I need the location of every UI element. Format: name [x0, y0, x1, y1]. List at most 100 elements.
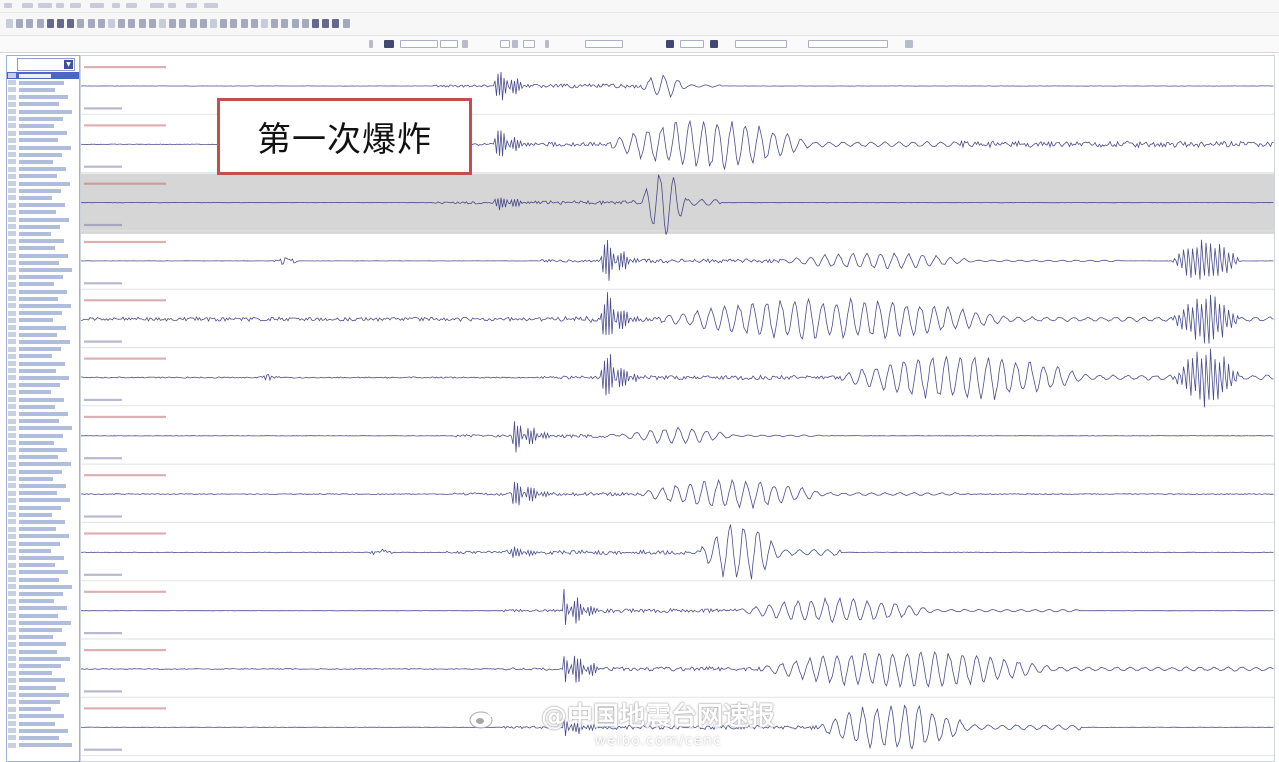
station-list-item[interactable]: [7, 122, 79, 129]
station-list-item[interactable]: [7, 612, 79, 619]
menu-item[interactable]: [56, 3, 64, 8]
station-list-item[interactable]: [7, 698, 79, 705]
menu-item[interactable]: [204, 3, 218, 8]
toolbar-button[interactable]: [332, 19, 340, 28]
toolbar-button[interactable]: [322, 19, 330, 28]
toolbar-button[interactable]: [271, 19, 279, 28]
toolbar-field[interactable]: [585, 40, 623, 48]
station-list-item[interactable]: [7, 216, 79, 223]
menu-item[interactable]: [112, 3, 120, 8]
menu-item[interactable]: [4, 3, 12, 8]
toolbar-button[interactable]: [210, 19, 217, 28]
toolbar-button[interactable]: [291, 19, 299, 28]
station-list-item[interactable]: [7, 72, 79, 80]
station-list-item[interactable]: [7, 209, 79, 216]
station-list-item[interactable]: [7, 281, 79, 288]
station-list-item[interactable]: [7, 418, 79, 425]
toolbar-button[interactable]: [67, 19, 75, 28]
station-list-item[interactable]: [7, 230, 79, 237]
station-list-item[interactable]: [7, 461, 79, 468]
station-list-item[interactable]: [7, 288, 79, 295]
station-list-item[interactable]: [7, 684, 79, 691]
toolbar-button[interactable]: [384, 40, 394, 48]
station-list-item[interactable]: [7, 310, 79, 317]
station-list-item[interactable]: [7, 727, 79, 734]
toolbar-button[interactable]: [87, 19, 95, 28]
station-list-item[interactable]: [7, 526, 79, 533]
station-list-item[interactable]: [7, 86, 79, 93]
station-list-item[interactable]: [7, 598, 79, 605]
toolbar-field[interactable]: [735, 40, 787, 48]
station-list-item[interactable]: [7, 360, 79, 367]
toolbar-button[interactable]: [261, 19, 268, 28]
station-list-item[interactable]: [7, 742, 79, 749]
station-list-item[interactable]: [7, 101, 79, 108]
station-list-item[interactable]: [7, 446, 79, 453]
station-list-item[interactable]: [7, 569, 79, 576]
toolbar-button[interactable]: [250, 19, 258, 28]
toolbar-button[interactable]: [462, 40, 468, 48]
station-list-item[interactable]: [7, 137, 79, 144]
station-list-item[interactable]: [7, 432, 79, 439]
station-list-item[interactable]: [7, 187, 79, 194]
station-list-item[interactable]: [7, 245, 79, 252]
station-list-item[interactable]: [7, 295, 79, 302]
station-list-item[interactable]: [7, 554, 79, 561]
station-list-item[interactable]: [7, 324, 79, 331]
toolbar-button[interactable]: [230, 19, 238, 28]
station-list-item[interactable]: [7, 547, 79, 554]
station-list-item[interactable]: [7, 734, 79, 741]
toolbar-button[interactable]: [312, 19, 319, 28]
station-list-item[interactable]: [7, 590, 79, 597]
toolbar-button[interactable]: [905, 40, 913, 48]
station-list-item[interactable]: [7, 497, 79, 504]
station-filter-dropdown[interactable]: ▼: [17, 58, 75, 71]
menu-item[interactable]: [38, 3, 52, 8]
station-list-item[interactable]: [7, 634, 79, 641]
station-list-item[interactable]: [7, 396, 79, 403]
toolbar-field[interactable]: [808, 40, 888, 48]
dropdown-arrow-icon[interactable]: ▼: [64, 60, 73, 69]
station-list-item[interactable]: [7, 511, 79, 518]
toolbar-button[interactable]: [199, 19, 207, 28]
station-list-item[interactable]: [7, 605, 79, 612]
station-list-item[interactable]: [7, 382, 79, 389]
station-list-item[interactable]: [7, 720, 79, 727]
station-list-item[interactable]: [7, 367, 79, 374]
toolbar-button[interactable]: [240, 19, 248, 28]
station-list-item[interactable]: [7, 648, 79, 655]
station-list-item[interactable]: [7, 302, 79, 309]
station-list-item[interactable]: [7, 403, 79, 410]
toolbar-button[interactable]: [108, 19, 115, 28]
station-list-item[interactable]: [7, 490, 79, 497]
station-list-item[interactable]: [7, 619, 79, 626]
station-list-item[interactable]: [7, 533, 79, 540]
station-list-item[interactable]: [7, 576, 79, 583]
toolbar-button[interactable]: [77, 19, 85, 28]
station-list-item[interactable]: [7, 317, 79, 324]
station-list-item[interactable]: [7, 158, 79, 165]
station-list-item[interactable]: [7, 194, 79, 201]
station-list-item[interactable]: [7, 713, 79, 720]
toolbar-button[interactable]: [16, 19, 24, 28]
toolbar-button[interactable]: [6, 19, 13, 28]
toolbar-button[interactable]: [545, 40, 549, 48]
station-list-item[interactable]: [7, 468, 79, 475]
menu-item[interactable]: [70, 3, 81, 8]
station-list-item[interactable]: [7, 562, 79, 569]
station-list-item[interactable]: [7, 274, 79, 281]
station-list-item[interactable]: [7, 475, 79, 482]
station-list-item[interactable]: [7, 331, 79, 338]
station-list-item[interactable]: [7, 583, 79, 590]
station-list-item[interactable]: [7, 115, 79, 122]
toolbar-button[interactable]: [46, 19, 54, 28]
toolbar-button[interactable]: [97, 19, 105, 28]
station-list-item[interactable]: [7, 482, 79, 489]
station-list-item[interactable]: [7, 641, 79, 648]
toolbar-button[interactable]: [189, 19, 197, 28]
station-list-item[interactable]: [7, 662, 79, 669]
station-list-item[interactable]: [7, 504, 79, 511]
station-list-item[interactable]: [7, 266, 79, 273]
station-list-item[interactable]: [7, 151, 79, 158]
menu-item[interactable]: [126, 3, 137, 8]
